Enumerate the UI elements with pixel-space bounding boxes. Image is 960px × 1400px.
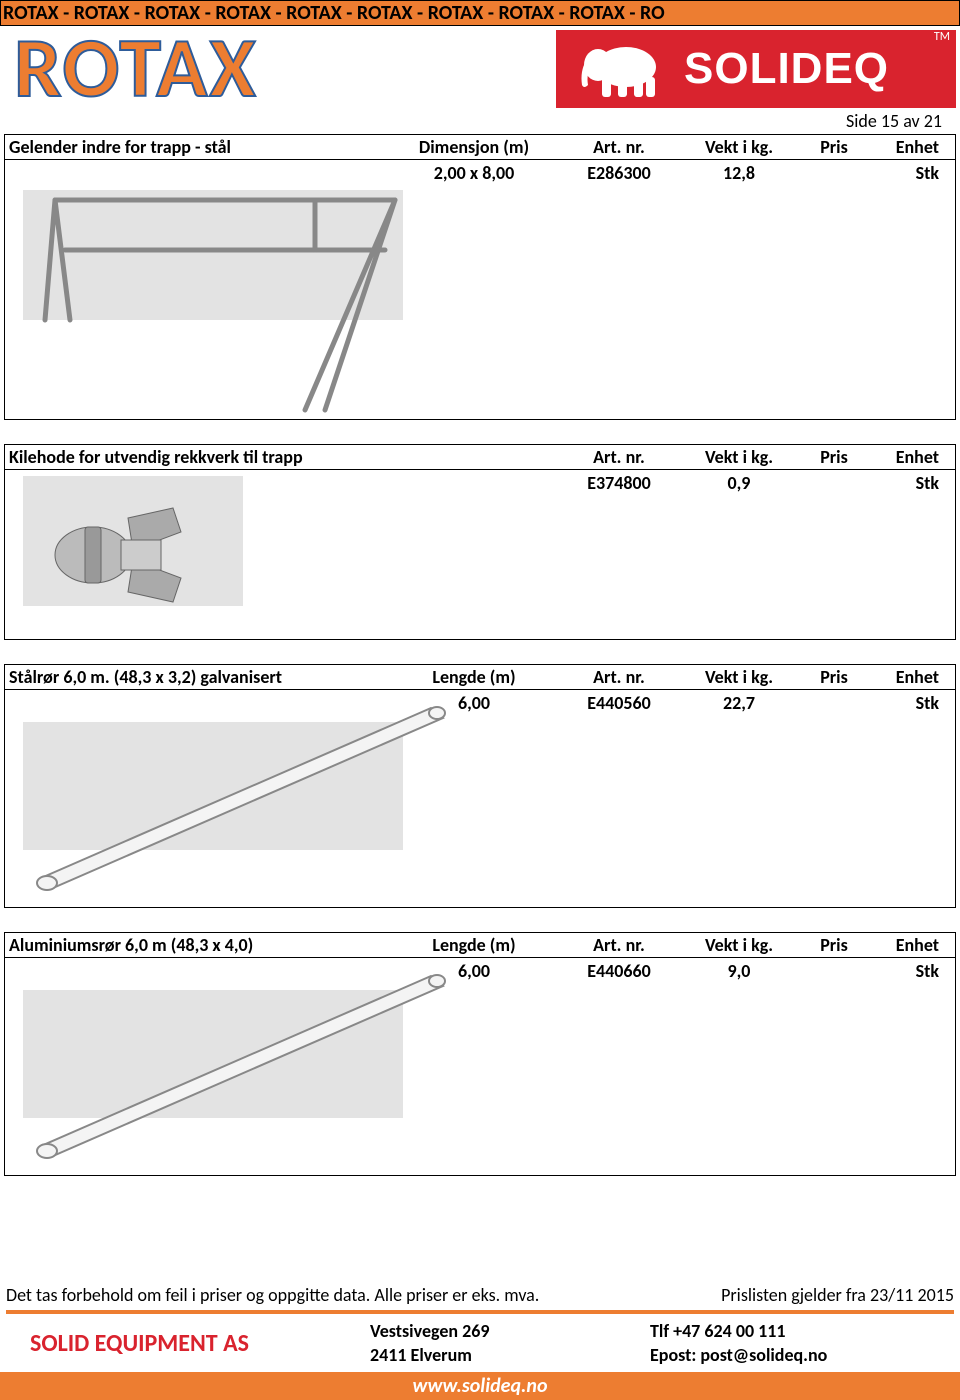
- val-price: [799, 960, 869, 982]
- val-weight: 22,7: [679, 692, 799, 714]
- val-dimension: [389, 472, 559, 494]
- col-weight: Vekt i kg.: [679, 934, 799, 956]
- product-body: 2,00 x 8,00 E286300 12,8 Stk: [4, 160, 956, 420]
- col-dimension: Lengde (m): [389, 934, 559, 956]
- trademark: TM: [934, 30, 950, 44]
- col-dimension: Dimensjon (m): [389, 136, 559, 158]
- address-line-2: 2411 Elverum: [370, 1344, 650, 1366]
- val-weight: 0,9: [679, 472, 799, 494]
- product-section: Stålrør 6,0 m. (48,3 x 3,2) galvanisert …: [4, 664, 956, 908]
- product-section: Gelender indre for trapp - stål Dimensjo…: [4, 134, 956, 420]
- section-header: Stålrør 6,0 m. (48,3 x 3,2) galvanisert …: [4, 664, 956, 690]
- page-footer: Det tas forbehold om feil i priser og op…: [0, 1284, 960, 1400]
- val-price: [799, 692, 869, 714]
- val-unit: Stk: [869, 692, 945, 714]
- email: Epost: post@solideq.no: [650, 1344, 960, 1366]
- col-unit: Enhet: [869, 934, 945, 956]
- val-unit: Stk: [869, 472, 945, 494]
- val-price: [799, 472, 869, 494]
- product-title: Stålrør 6,0 m. (48,3 x 3,2) galvanisert: [9, 666, 389, 688]
- col-article: Art. nr.: [559, 934, 679, 956]
- col-price: Pris: [799, 666, 869, 688]
- website-bar: www.solideq.no: [0, 1372, 960, 1400]
- product-body: 6,00 E440560 22,7 Stk: [4, 690, 956, 908]
- col-price: Pris: [799, 446, 869, 468]
- phone: Tlf +47 624 00 111: [650, 1320, 960, 1342]
- val-article: E440660: [559, 960, 679, 982]
- val-article: E374800: [559, 472, 679, 494]
- col-price: Pris: [799, 934, 869, 956]
- header-row: ROTAX SOLIDEQ TM: [0, 26, 960, 108]
- section-header: Kilehode for utvendig rekkverk til trapp…: [4, 444, 956, 470]
- col-unit: Enhet: [869, 446, 945, 468]
- col-weight: Vekt i kg.: [679, 666, 799, 688]
- disclaimer-text: Det tas forbehold om feil i priser og op…: [6, 1284, 539, 1306]
- company-name: SOLID EQUIPMENT AS: [30, 1329, 370, 1358]
- valid-from: Prislisten gjelder fra 23/11 2015: [721, 1284, 954, 1306]
- val-article: E440560: [559, 692, 679, 714]
- rotax-logo: ROTAX: [4, 28, 258, 108]
- col-dimension: [389, 446, 559, 468]
- col-weight: Vekt i kg.: [679, 136, 799, 158]
- elephant-icon: [578, 39, 670, 99]
- product-title: Aluminiumsrør 6,0 m (48,3 x 4,0): [9, 934, 389, 956]
- col-article: Art. nr.: [559, 136, 679, 158]
- product-body: 6,00 E440660 9,0 Stk: [4, 958, 956, 1176]
- col-weight: Vekt i kg.: [679, 446, 799, 468]
- val-article: E286300: [559, 162, 679, 184]
- val-unit: Stk: [869, 960, 945, 982]
- col-article: Art. nr.: [559, 666, 679, 688]
- product-section: Kilehode for utvendig rekkverk til trapp…: [4, 444, 956, 640]
- col-unit: Enhet: [869, 136, 945, 158]
- product-section: Aluminiumsrør 6,0 m (48,3 x 4,0) Lengde …: [4, 932, 956, 1176]
- val-price: [799, 162, 869, 184]
- address-line-1: Vestsivegen 269: [370, 1320, 650, 1342]
- col-article: Art. nr.: [559, 446, 679, 468]
- col-dimension: Lengde (m): [389, 666, 559, 688]
- col-unit: Enhet: [869, 666, 945, 688]
- val-unit: Stk: [869, 162, 945, 184]
- solideq-logo: SOLIDEQ TM: [556, 30, 956, 108]
- solideq-text: SOLIDEQ: [684, 44, 889, 94]
- product-title: Gelender indre for trapp - stål: [9, 136, 389, 158]
- val-weight: 9,0: [679, 960, 799, 982]
- product-body: E374800 0,9 Stk: [4, 470, 956, 640]
- section-header: Gelender indre for trapp - stål Dimensjo…: [4, 134, 956, 160]
- col-price: Pris: [799, 136, 869, 158]
- section-header: Aluminiumsrør 6,0 m (48,3 x 4,0) Lengde …: [4, 932, 956, 958]
- val-weight: 12,8: [679, 162, 799, 184]
- product-title: Kilehode for utvendig rekkverk til trapp: [9, 446, 389, 468]
